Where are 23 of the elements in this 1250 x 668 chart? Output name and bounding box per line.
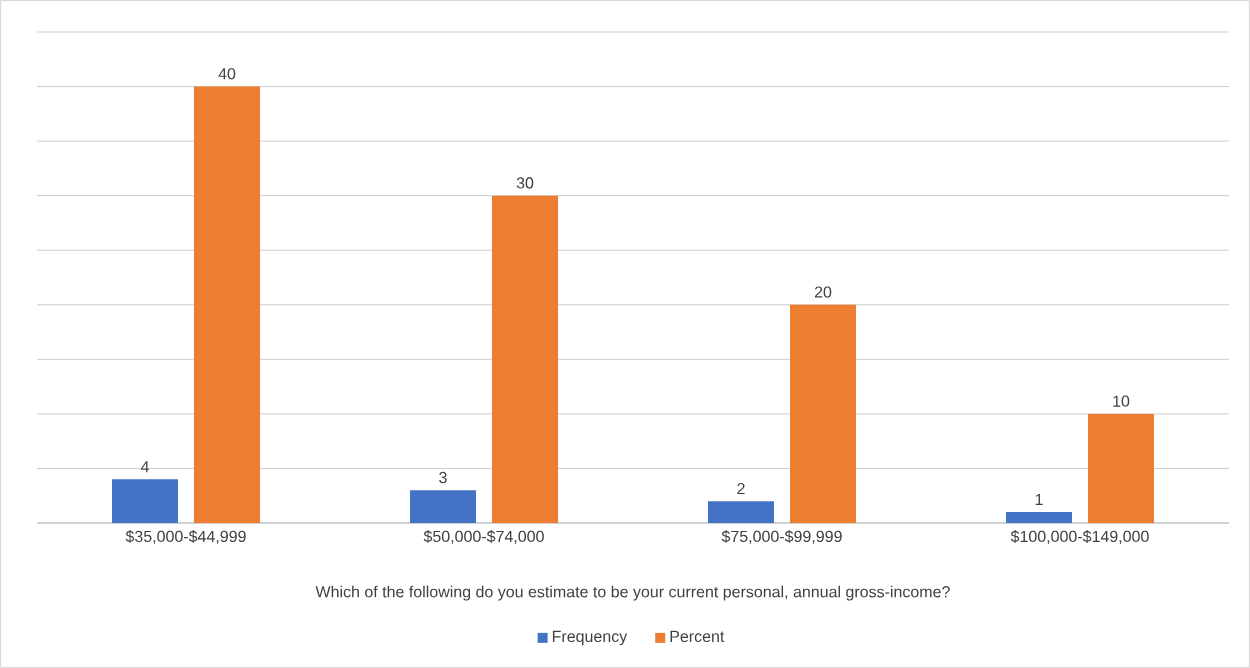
data-label: 10 xyxy=(1113,395,1130,407)
data-label: 40 xyxy=(218,68,236,80)
bar xyxy=(1088,413,1154,523)
legend-label: Frequency xyxy=(552,630,628,646)
data-label: 1 xyxy=(1035,494,1043,506)
bar xyxy=(1006,512,1072,523)
x-axis-title: Which of the following do you estimate to be your current personal, annual gross-income? xyxy=(315,585,950,601)
x-tick-label: $50,000-$74,000 xyxy=(423,530,544,544)
bar xyxy=(410,490,476,523)
legend-label: Percent xyxy=(670,630,725,643)
data-label: 30 xyxy=(516,177,534,189)
data-label: 20 xyxy=(814,286,832,298)
bar xyxy=(790,304,856,523)
data-label: 4 xyxy=(140,461,149,473)
data-label: 3 xyxy=(439,471,447,484)
bar xyxy=(492,195,558,523)
data-label: 2 xyxy=(737,482,745,495)
bar xyxy=(112,479,178,523)
bar xyxy=(194,86,260,523)
x-tick-label: $35,000-$44,999 xyxy=(125,530,246,544)
x-tick-label: $100,000-$149,000 xyxy=(1010,530,1149,544)
x-tick-label: $75,000-$99,999 xyxy=(721,530,842,544)
bar xyxy=(708,501,774,523)
